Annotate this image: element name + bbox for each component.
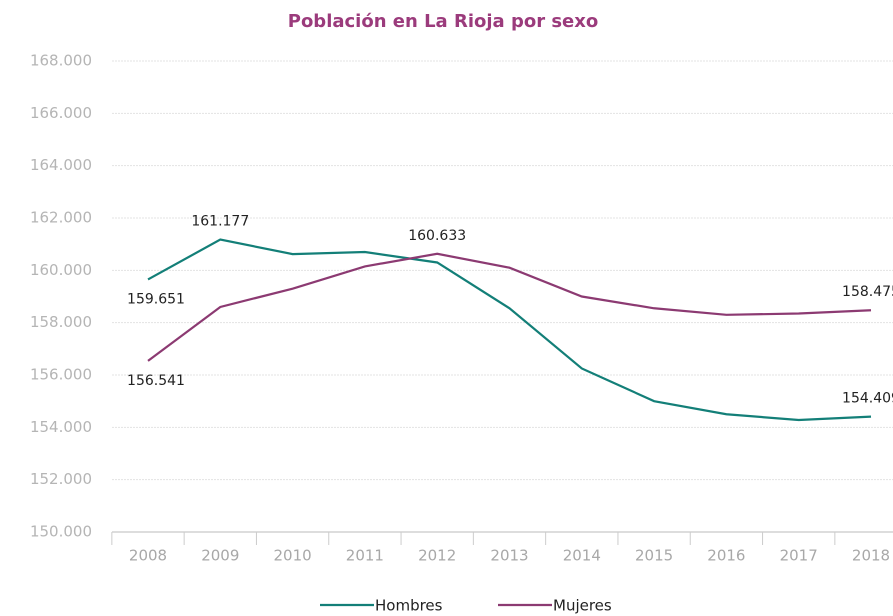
- x-tick-label: 2018: [852, 547, 890, 565]
- x-tick-label: 2009: [201, 547, 239, 565]
- x-tick-label: 2016: [707, 547, 745, 565]
- y-tick-label: 164.000: [30, 156, 92, 174]
- series-line: [147, 252, 872, 362]
- legend-label: Hombres: [375, 597, 443, 615]
- x-tick-label: 2015: [635, 547, 673, 565]
- y-tick-label: 168.000: [30, 52, 92, 70]
- data-label: 161.177: [191, 214, 249, 230]
- data-label: 154.409: [842, 391, 893, 407]
- x-tick-label: 2013: [490, 547, 528, 565]
- data-label: 159.651: [127, 291, 185, 307]
- chart-title: Población en La Rioja por sexo: [288, 11, 599, 32]
- x-tick-label: 2012: [418, 547, 456, 565]
- data-label: 156.541: [127, 373, 185, 389]
- data-label: 158.475: [842, 284, 893, 300]
- y-tick-label: 152.000: [30, 470, 92, 488]
- x-tick-label: 2010: [274, 547, 312, 565]
- y-tick-label: 150.000: [30, 523, 92, 541]
- x-tick-label: 2017: [780, 547, 818, 565]
- y-tick-label: 162.000: [30, 209, 92, 227]
- series-line: [147, 238, 872, 422]
- x-tick-label: 2008: [129, 547, 167, 565]
- y-tick-label: 160.000: [30, 261, 92, 279]
- y-tick-label: 154.000: [30, 418, 92, 436]
- x-tick-label: 2011: [346, 547, 384, 565]
- y-tick-label: 158.000: [30, 313, 92, 331]
- data-label: 160.633: [408, 228, 466, 244]
- legend-label: Mujeres: [553, 597, 612, 615]
- y-tick-label: 166.000: [30, 104, 92, 122]
- y-tick-label: 156.000: [30, 366, 92, 384]
- x-tick-label: 2014: [563, 547, 601, 565]
